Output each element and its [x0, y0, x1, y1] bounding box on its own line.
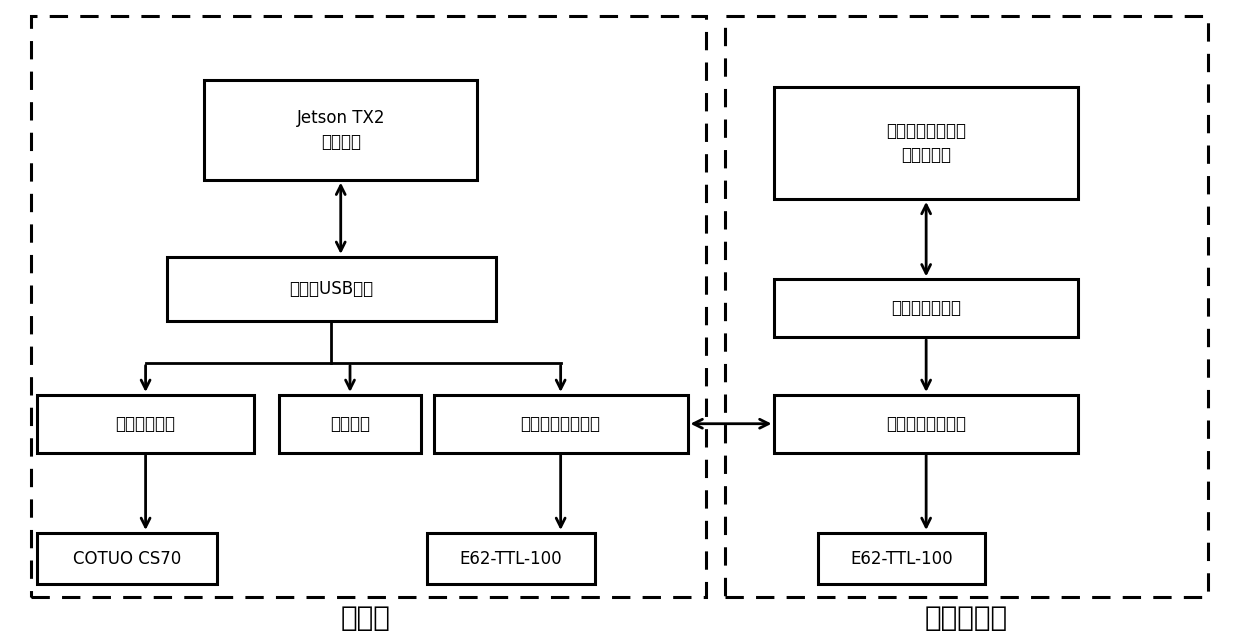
Bar — [774, 87, 1078, 199]
Text: COTUO CS70: COTUO CS70 — [73, 550, 181, 568]
Text: 第一无线通讯模块: 第一无线通讯模块 — [520, 415, 601, 433]
Bar — [204, 80, 477, 180]
Bar — [725, 16, 1208, 597]
Text: E62-TTL-100: E62-TTL-100 — [850, 550, 953, 568]
Text: 可扩展USB插槽: 可扩展USB插槽 — [290, 280, 373, 298]
Text: 编码器和解码器: 编码器和解码器 — [891, 299, 961, 317]
Text: Jetson TX2
嵌入式板: Jetson TX2 嵌入式板 — [296, 109, 385, 151]
Text: 第二无线通讯模块: 第二无线通讯模块 — [886, 415, 966, 433]
Text: 图像采集模块: 图像采集模块 — [115, 415, 176, 433]
Text: 地面控制站: 地面控制站 — [924, 604, 1009, 632]
Bar — [434, 395, 688, 453]
Text: E62-TTL-100: E62-TTL-100 — [460, 550, 563, 568]
Text: 飞控模块: 飞控模块 — [330, 415, 370, 433]
Bar — [427, 533, 595, 584]
Bar — [774, 395, 1078, 453]
Text: 无人机: 无人机 — [341, 604, 390, 632]
Text: 无人机地面控制站
软件电脑版: 无人机地面控制站 软件电脑版 — [886, 122, 966, 164]
Bar — [31, 16, 706, 597]
Bar — [167, 257, 496, 321]
Bar — [774, 279, 1078, 337]
Bar — [37, 395, 254, 453]
Bar — [818, 533, 985, 584]
Bar — [37, 533, 217, 584]
Bar — [279, 395, 421, 453]
